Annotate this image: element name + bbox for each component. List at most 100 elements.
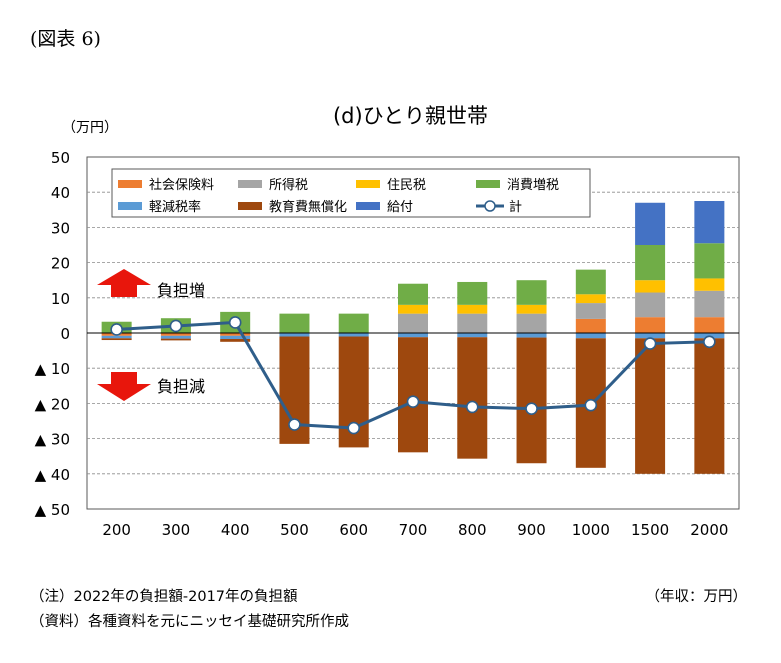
bar-education (160, 338, 191, 341)
bar-social_insurance (694, 317, 725, 333)
bar-consumption_tax (575, 269, 606, 295)
x-tick-label: 1500 (631, 521, 669, 539)
total-point (288, 418, 301, 431)
y-tick-label: ▲ 10 (35, 360, 70, 378)
total-point (703, 335, 716, 349)
bar-income_tax (694, 290, 725, 318)
bar-reduced_tax (160, 335, 191, 339)
total-point (169, 319, 183, 333)
y-tick-label: ▲ 40 (35, 466, 70, 484)
bar-education (101, 338, 132, 341)
bar-reduced_tax (635, 333, 666, 339)
total-point (465, 400, 479, 414)
legend-swatch (476, 180, 500, 188)
bar-resident_tax (457, 304, 488, 314)
legend-swatch (356, 180, 380, 188)
chart-title: (d)ひとり親世帯 (332, 104, 489, 128)
legend-label: 軽減税率 (149, 199, 201, 215)
total-point (110, 323, 123, 336)
bar-resident_tax (575, 294, 606, 304)
decrease-arrow-icon (97, 372, 151, 401)
bar-reduced_tax (516, 333, 547, 338)
decrease-label: 負担減 (157, 377, 205, 396)
bar-consumption_tax (635, 245, 666, 281)
x-tick-label: 500 (280, 521, 309, 539)
x-tick-label: 600 (339, 521, 368, 539)
bar-education (635, 338, 666, 474)
legend-label: 計 (509, 199, 522, 215)
bar-benefit (635, 202, 666, 245)
x-unit-label: （年収：万円） (645, 589, 748, 605)
x-tick-label: 1000 (572, 521, 610, 539)
y-tick-label: 30 (51, 219, 70, 237)
y-tick-label: ▲ 20 (35, 395, 70, 413)
bar-income_tax (575, 303, 606, 319)
total-point (584, 398, 598, 412)
x-tick-label: 200 (102, 521, 131, 539)
bar-reduced_tax (398, 333, 428, 338)
x-tick-label: 300 (162, 521, 191, 539)
x-tick-label: 700 (399, 521, 428, 539)
bar-resident_tax (694, 278, 725, 291)
total-point (347, 421, 361, 435)
y-tick-label: 0 (60, 325, 70, 343)
bar-education (220, 338, 251, 342)
bar-benefit (694, 201, 725, 244)
bar-consumption_tax (694, 243, 725, 279)
increase-arrow-icon (97, 269, 151, 297)
total-point (228, 316, 242, 329)
x-tick-label: 2000 (690, 521, 728, 539)
legend-swatch (118, 180, 142, 188)
increase-label: 負担増 (157, 281, 205, 300)
bar-reduced_tax (220, 335, 251, 339)
legend-label: 消費増税 (507, 178, 559, 193)
y-tick-label: ▲ 30 (35, 431, 70, 449)
bar-social_insurance (575, 318, 606, 333)
y-unit-label: （万円） (62, 120, 118, 136)
bar-resident_tax (635, 280, 666, 293)
bar-reduced_tax (457, 333, 488, 338)
bar-social_insurance (220, 333, 251, 336)
note-text: （注）2022年の負担額-2017年の負担額 (30, 589, 298, 605)
total-point (643, 337, 657, 350)
bar-consumption_tax (338, 313, 369, 333)
total-point (525, 402, 538, 415)
y-tick-label: 40 (51, 184, 70, 202)
bar-income_tax (635, 292, 666, 318)
figure-label: (図表 6) (30, 28, 101, 50)
legend-label: 社会保険料 (149, 177, 214, 193)
x-tick-label: 400 (221, 521, 250, 539)
bar-resident_tax (516, 304, 547, 314)
legend-swatch (356, 202, 380, 210)
bar-social_insurance (160, 333, 191, 336)
bar-consumption_tax (398, 283, 428, 305)
bar-income_tax (516, 313, 547, 333)
legend-label: 住民税 (387, 178, 426, 193)
bar-reduced_tax (338, 333, 369, 337)
legend-swatch (238, 180, 262, 188)
x-tick-label: 900 (517, 521, 546, 539)
legend-label: 教育費無償化 (269, 199, 347, 215)
y-tick-label: 50 (51, 149, 70, 167)
legend-swatch (118, 202, 142, 210)
bar-education (398, 337, 428, 453)
x-tick-label: 800 (458, 521, 487, 539)
bar-education (457, 337, 488, 459)
bar-income_tax (457, 313, 488, 333)
y-tick-label: ▲ 50 (35, 501, 70, 519)
legend-label: 所得税 (269, 177, 308, 193)
total-point (406, 395, 420, 408)
bar-consumption_tax (279, 313, 310, 333)
legend-label: 給付 (387, 200, 413, 215)
bar-reduced_tax (575, 333, 606, 339)
bar-social_insurance (635, 317, 666, 333)
legend-swatch (238, 202, 262, 210)
y-tick-label: 20 (51, 255, 70, 273)
legend-total-marker (484, 200, 496, 212)
bar-reduced_tax (279, 333, 310, 337)
bar-consumption_tax (516, 280, 547, 305)
bar-education (694, 338, 725, 474)
bar-resident_tax (398, 304, 428, 314)
bar-consumption_tax (457, 281, 488, 305)
